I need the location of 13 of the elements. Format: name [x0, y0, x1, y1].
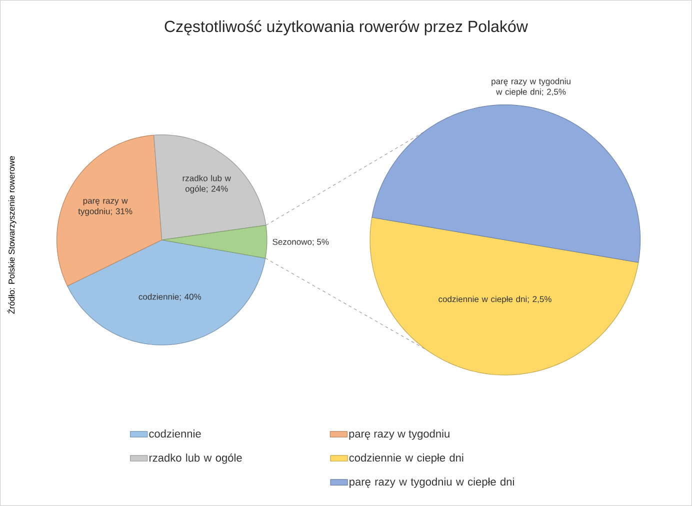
- data-label: codziennie; 40%: [138, 294, 202, 301]
- legend-label: rzadko lub w ogóle: [149, 454, 242, 464]
- legend-label: codziennie w ciepłe dni: [349, 454, 464, 464]
- data-label: parę razy w tygodniu; 31%: [78, 199, 132, 216]
- data-label: parę razy w tygodniu w ciepłe dni; 2,5%: [492, 78, 570, 97]
- data-label: Sezonowo; 5%: [272, 238, 329, 246]
- legend-label: parę razy w tygodniu: [349, 430, 450, 440]
- text: Źródło: Polskie Stowarzyszenie rowerowe: [7, 156, 16, 314]
- data-label: codziennie w ciepłe dni; 2,5%: [438, 296, 552, 304]
- legend-label: codziennie: [149, 430, 201, 438]
- data-label: rzadko lub w ogóle; 24%: [182, 175, 231, 194]
- chart-title: Częstotliwość użytkowania rowerów przez Polaków: [164, 20, 528, 36]
- legend-label: parę razy w tygodniu w ciepłe dni: [350, 478, 514, 488]
